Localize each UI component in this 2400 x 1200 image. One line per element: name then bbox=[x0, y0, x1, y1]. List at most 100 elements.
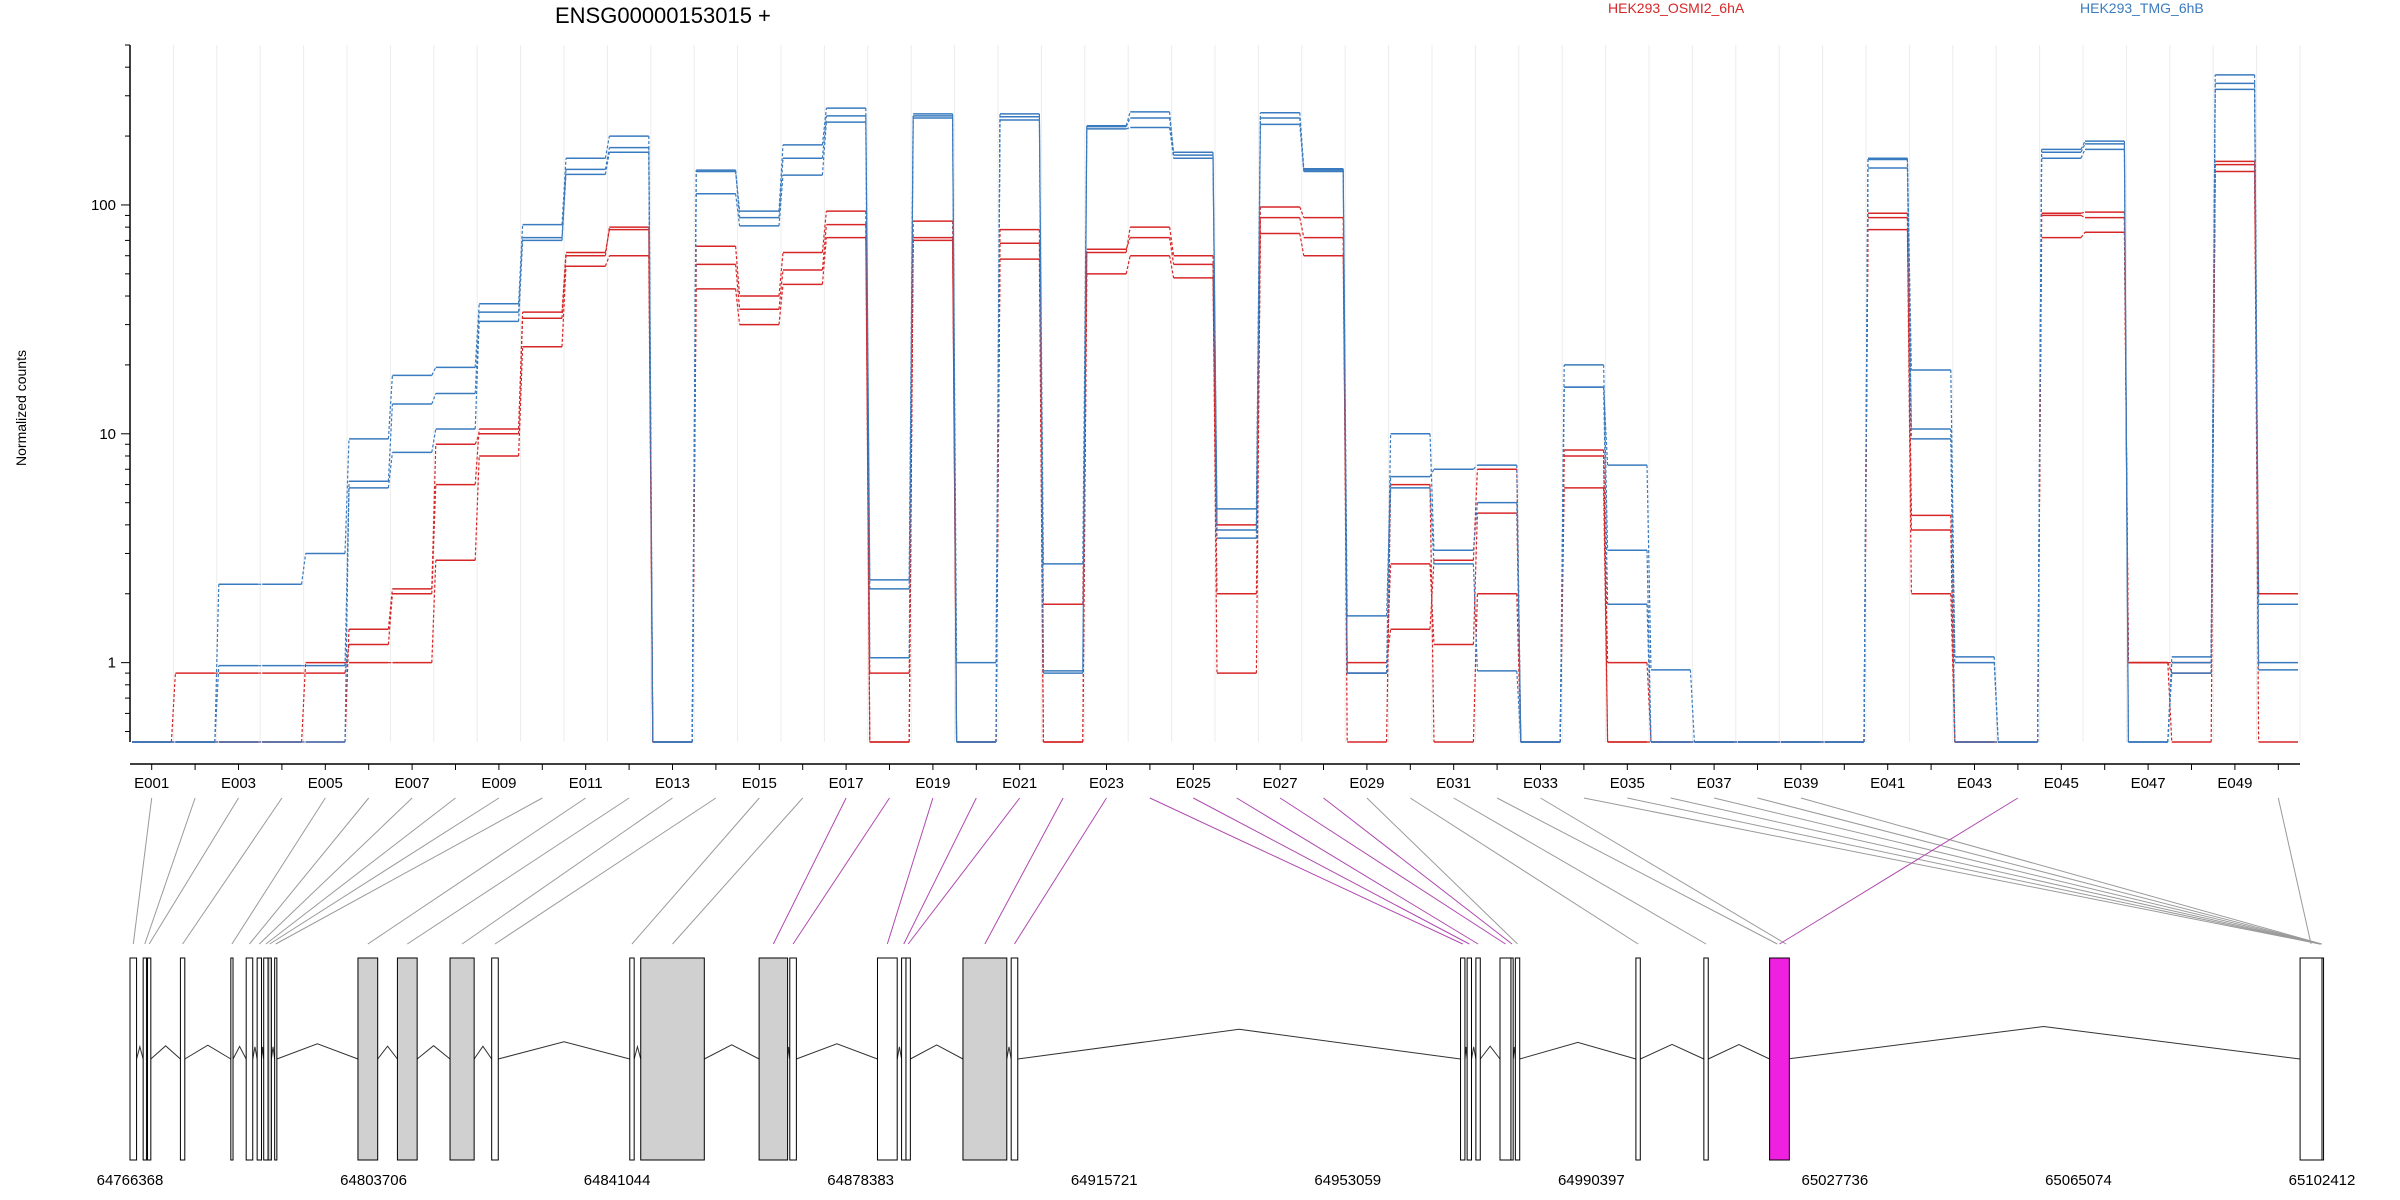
y-tick-label: 1 bbox=[108, 655, 116, 672]
series-connector bbox=[1646, 662, 1652, 743]
series-connector bbox=[821, 224, 827, 270]
exon-connector bbox=[132, 797, 153, 945]
series-connector bbox=[735, 170, 741, 218]
x-tick-label: E021 bbox=[1002, 775, 1037, 792]
series-connector bbox=[1255, 217, 1262, 674]
series-connector bbox=[431, 428, 437, 453]
intron bbox=[796, 1043, 878, 1060]
exon-connector bbox=[1193, 797, 1470, 945]
exon-connector bbox=[144, 797, 196, 945]
exon bbox=[640, 957, 705, 1161]
genomic-coordinate-axis: 64766368 64803706 64841044 64878383 64915721… bbox=[97, 1172, 2356, 1189]
exon-connector bbox=[269, 797, 500, 945]
genomic-tick-label: 65102412 bbox=[2289, 1172, 2356, 1189]
series-connector bbox=[1603, 364, 1609, 551]
exon-connector bbox=[231, 797, 326, 945]
genomic-tick-label: 64803706 bbox=[340, 1172, 407, 1189]
exon-connector bbox=[461, 797, 673, 945]
series-connector bbox=[908, 221, 914, 743]
chart-title: ENSG00000153015 + bbox=[555, 3, 771, 28]
series-connector bbox=[1125, 111, 1131, 126]
series-connector bbox=[474, 428, 480, 485]
series-connector bbox=[821, 115, 827, 159]
x-tick-label: E005 bbox=[308, 775, 343, 792]
series-connector bbox=[1386, 484, 1392, 743]
series-connector bbox=[2167, 662, 2173, 743]
exon-connector bbox=[407, 797, 630, 945]
series-connector bbox=[1212, 152, 1218, 530]
exon-connector bbox=[1757, 797, 2322, 945]
exon-connector bbox=[631, 797, 760, 945]
gene-model-track bbox=[129, 957, 2325, 1161]
series-connector bbox=[1516, 670, 1522, 743]
intron bbox=[704, 1044, 760, 1060]
series-connector bbox=[1212, 277, 1218, 594]
exon-connector bbox=[1279, 797, 1506, 945]
series-connector bbox=[1950, 428, 1956, 743]
intron bbox=[416, 1045, 451, 1060]
intron bbox=[1017, 1028, 1461, 1060]
series-connector bbox=[821, 122, 827, 176]
series-connector bbox=[2036, 152, 2043, 743]
exon bbox=[2299, 957, 2323, 1161]
series-connector bbox=[474, 303, 480, 368]
intron bbox=[377, 1045, 398, 1060]
exon bbox=[274, 957, 278, 1161]
intron bbox=[150, 1045, 181, 1060]
series-connector bbox=[1950, 515, 1956, 743]
x-tick-label: E029 bbox=[1349, 775, 1384, 792]
intron bbox=[633, 1044, 642, 1060]
intron bbox=[1479, 1045, 1501, 1060]
series-connector bbox=[951, 115, 958, 743]
exon-connector bbox=[182, 797, 283, 945]
exon bbox=[179, 957, 186, 1161]
series-connector bbox=[1212, 264, 1218, 674]
exon bbox=[147, 957, 152, 1161]
series-connector bbox=[518, 312, 524, 434]
exon bbox=[1510, 957, 1514, 1161]
genomic-tick-label: 64766368 bbox=[97, 1172, 164, 1189]
series-connector bbox=[387, 452, 393, 489]
x-tick-label: E037 bbox=[1697, 775, 1732, 792]
exon bbox=[1514, 957, 1521, 1161]
series-connector bbox=[344, 438, 350, 554]
series-connector bbox=[2080, 211, 2086, 214]
series-connector bbox=[821, 237, 827, 285]
series-connector bbox=[1125, 117, 1131, 127]
exon-connector bbox=[1366, 797, 1518, 945]
exon bbox=[449, 957, 475, 1161]
series-connector bbox=[1646, 604, 1652, 743]
series-connector bbox=[648, 147, 654, 743]
series-connector bbox=[1299, 217, 1305, 238]
x-tick-label: E047 bbox=[2131, 775, 2166, 792]
exon bbox=[1010, 957, 1019, 1161]
series-connector bbox=[1299, 117, 1305, 171]
intron bbox=[232, 1045, 247, 1060]
exon-connector bbox=[249, 797, 370, 945]
series-connector bbox=[344, 481, 350, 743]
x-tick-label: E019 bbox=[915, 775, 950, 792]
exon bbox=[905, 957, 911, 1161]
series-connector bbox=[387, 588, 393, 630]
x-tick-label: E033 bbox=[1523, 775, 1558, 792]
exon bbox=[758, 957, 789, 1161]
exon bbox=[629, 957, 635, 1161]
series-connector bbox=[1429, 433, 1435, 551]
series-connector bbox=[1906, 168, 1912, 439]
series-connector bbox=[561, 158, 567, 225]
exon bbox=[1703, 957, 1709, 1161]
series-connector bbox=[1125, 227, 1131, 253]
series-connector bbox=[301, 662, 307, 743]
series-connector bbox=[1429, 560, 1435, 630]
x-tick-label: E045 bbox=[2044, 775, 2079, 792]
exon-connector bbox=[258, 797, 413, 945]
series-connector bbox=[865, 115, 871, 589]
series-connector bbox=[2080, 143, 2086, 153]
exon bbox=[1499, 957, 1512, 1161]
series-connector bbox=[1299, 206, 1305, 218]
x-tick-label: E035 bbox=[1610, 775, 1645, 792]
series-lines bbox=[132, 74, 2298, 743]
y-axis-label: Normalized counts bbox=[13, 350, 29, 466]
series-connector bbox=[387, 375, 393, 439]
exon-connector bbox=[792, 797, 890, 945]
